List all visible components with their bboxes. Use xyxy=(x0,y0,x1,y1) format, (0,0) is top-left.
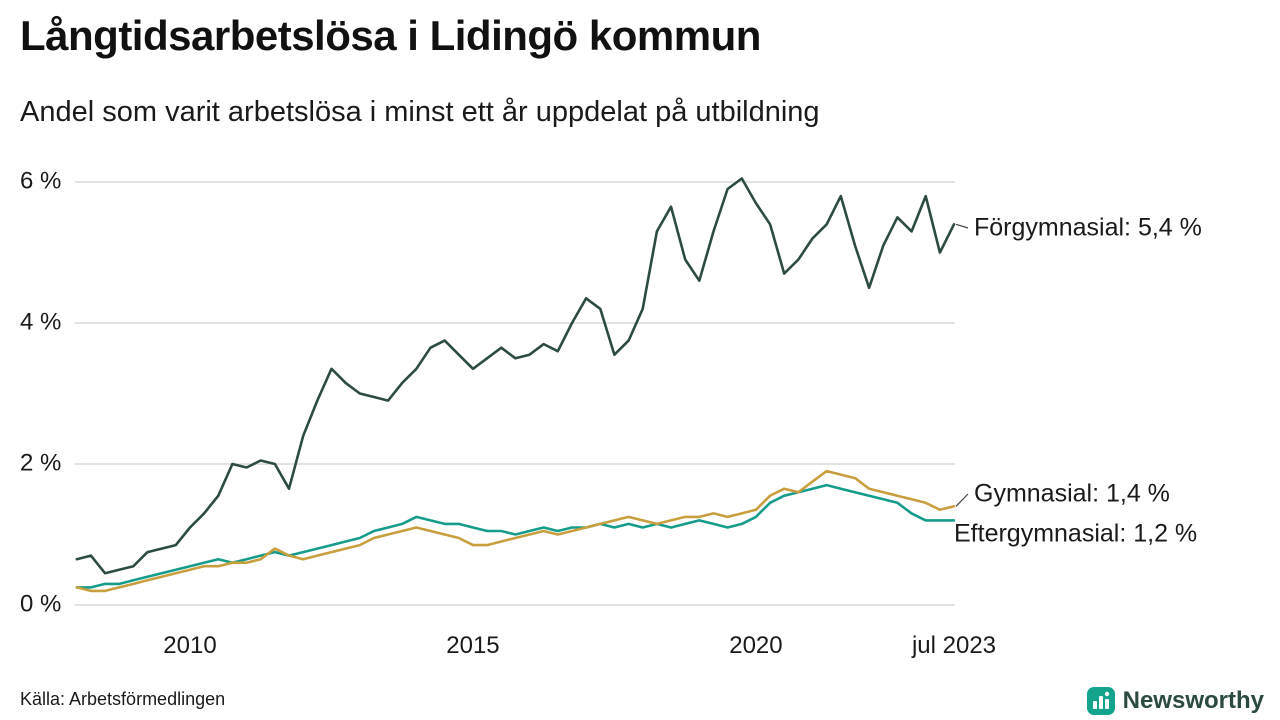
chart-subtitle: Andel som varit arbetslösa i minst ett å… xyxy=(20,96,820,128)
series-label-forgymnasial: Förgymnasial: 5,4 % xyxy=(974,213,1202,242)
y-axis-tick-label: 0 % xyxy=(20,590,62,618)
newsworthy-bars-icon xyxy=(1086,687,1115,715)
series-line-eftergymnasial xyxy=(75,483,956,589)
x-axis-tick-label: 2010 xyxy=(163,632,217,659)
series-label-eftergymnasial: Eftergymnasial: 1,2 % xyxy=(954,519,1198,548)
y-axis-tick-label: 6 % xyxy=(20,167,62,195)
chart-title: Långtidsarbetslösa i Lidingö kommun xyxy=(20,12,761,59)
series-line-forgymnasial xyxy=(75,177,956,575)
x-axis-tick-label: 2020 xyxy=(729,632,783,659)
label-connector-forgymnasial xyxy=(955,223,969,229)
x-axis-tick-label: jul 2023 xyxy=(911,632,997,659)
label-connector-gymnasial xyxy=(955,493,969,507)
y-axis-tick-label: 2 % xyxy=(20,449,62,477)
source-note: Källa: Arbetsförmedlingen xyxy=(20,689,226,709)
newsworthy-wordmark: Newsworthy xyxy=(1122,687,1264,714)
series-label-gymnasial: Gymnasial: 1,4 % xyxy=(974,479,1170,508)
x-axis-tick-label: 2015 xyxy=(446,632,500,659)
series-line-gymnasial xyxy=(75,469,956,593)
newsworthy-logo: Newsworthy xyxy=(1086,686,1264,716)
y-axis-tick-label: 4 % xyxy=(20,308,62,336)
